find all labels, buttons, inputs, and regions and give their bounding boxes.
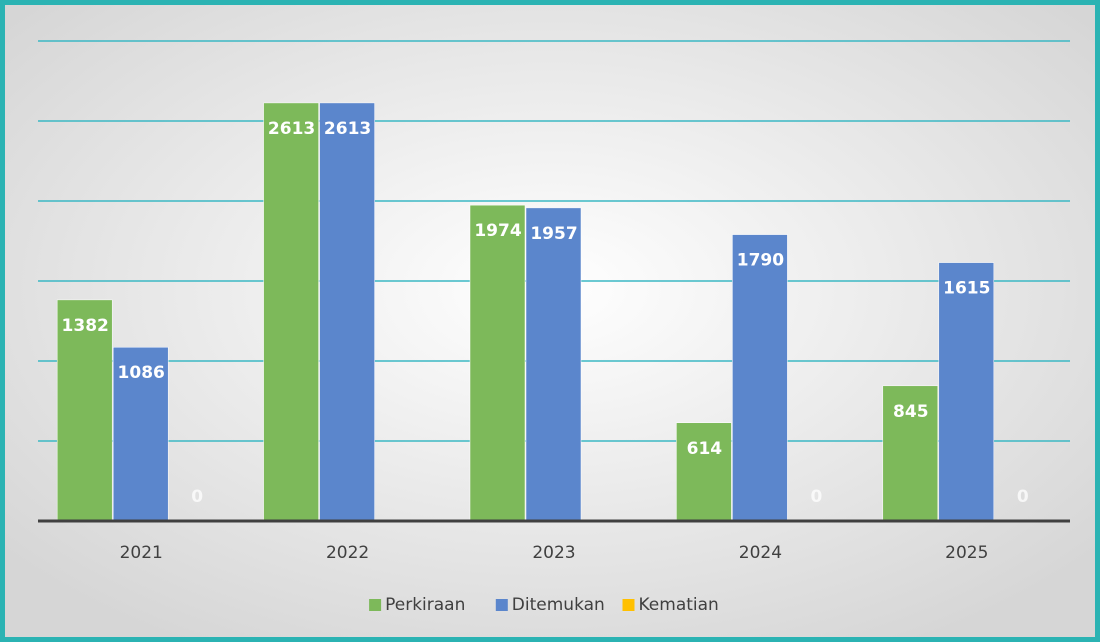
- value-label: 1615: [943, 279, 990, 299]
- value-label: 845: [893, 402, 929, 422]
- bar: [112, 346, 169, 522]
- bar: [882, 385, 939, 522]
- value-label: 2613: [324, 119, 371, 139]
- legend-swatch: [495, 599, 508, 611]
- legend-label: Ditemukan: [512, 595, 605, 615]
- value-label: 1790: [737, 251, 784, 271]
- bar: [938, 262, 995, 522]
- x-tick-label: 2024: [739, 543, 782, 563]
- value-label: 1086: [118, 363, 165, 383]
- bar: [732, 234, 788, 522]
- value-label: 1974: [474, 221, 521, 241]
- legend-label: Kematian: [639, 595, 719, 615]
- bar: [263, 102, 319, 522]
- x-tick-label: 2025: [945, 543, 988, 563]
- value-label: 0: [191, 487, 203, 507]
- bar: [319, 102, 375, 522]
- x-tick-label: 2022: [326, 543, 369, 563]
- legend-swatch: [369, 599, 382, 611]
- value-label: 0: [1017, 487, 1029, 507]
- bar: [525, 207, 582, 522]
- x-tick-label: 2021: [120, 543, 163, 563]
- bar: [469, 204, 526, 522]
- legend-swatch: [622, 599, 635, 611]
- value-label: 1957: [530, 224, 577, 244]
- value-label: 614: [687, 439, 723, 459]
- value-label: 2613: [268, 119, 315, 139]
- value-label: 1382: [62, 316, 109, 336]
- bar: [676, 422, 732, 522]
- bar: [56, 299, 113, 522]
- x-tick-label: 2023: [532, 543, 575, 563]
- value-label: 0: [810, 487, 822, 507]
- legend-label: Perkiraan: [385, 595, 465, 615]
